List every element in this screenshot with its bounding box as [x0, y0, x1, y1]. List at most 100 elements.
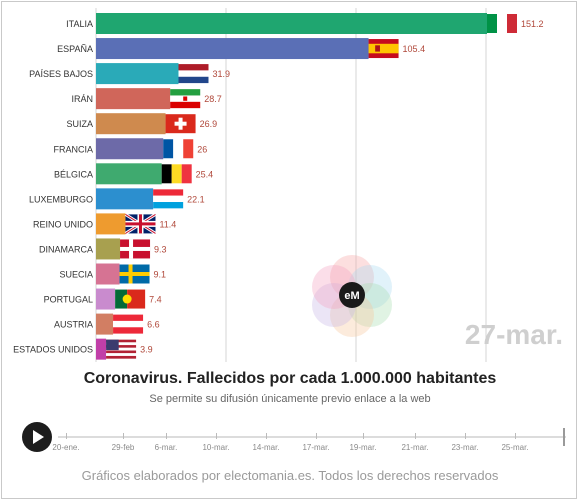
flag-part — [171, 164, 182, 184]
flag-part — [153, 195, 184, 203]
flag-part — [106, 342, 137, 346]
category-label: LUXEMBURGO — [29, 194, 93, 204]
play-button[interactable] — [22, 422, 52, 452]
flag-part — [183, 96, 188, 101]
bar — [96, 138, 164, 160]
logo-petal — [330, 255, 374, 299]
timeline-tick — [316, 433, 317, 439]
timeline-tick — [465, 433, 466, 439]
flag-part — [178, 70, 209, 77]
flag-part — [368, 43, 399, 54]
flag-part — [178, 117, 183, 130]
value-label: 7.4 — [149, 295, 162, 305]
flag-part — [170, 89, 201, 96]
bar — [96, 13, 487, 34]
category-label: SUIZA — [66, 119, 93, 129]
value-label: 26.9 — [200, 119, 218, 129]
flag-part — [106, 350, 137, 354]
flag-part — [170, 101, 201, 109]
category-label: DINAMARCA — [39, 244, 93, 254]
bar-group: AUSTRIA 6.6 — [54, 313, 160, 335]
flag-part — [120, 246, 151, 251]
bar-chart: eM 27-mar. ITALIA 151.2 ESPAÑA 105.4 PAÍSES … — [13, 8, 563, 362]
value-label: 22.1 — [187, 194, 205, 204]
value-label: 9.1 — [154, 270, 167, 280]
bar-group: REINO UNIDO 11.4 — [33, 213, 176, 235]
united-states-flag-icon — [106, 339, 137, 359]
category-label: SUECIA — [59, 270, 93, 280]
logo-petal — [330, 293, 374, 337]
date-label: 27-mar. — [465, 319, 563, 350]
flag-part — [106, 339, 137, 343]
category-label: FRANCIA — [53, 144, 93, 154]
flag-part — [178, 76, 209, 84]
austria-flag-icon — [113, 314, 144, 334]
bar-group: ITALIA 151.2 — [66, 13, 544, 34]
timeline-tick — [166, 433, 167, 439]
value-label: 26 — [197, 144, 207, 154]
bar-group: PAÍSES BAJOS 31.9 — [29, 63, 230, 85]
flag-part — [161, 164, 172, 184]
logo-text: eM — [344, 290, 359, 302]
chart-subtitle: Se permite su difusión únicamente previo… — [149, 393, 431, 405]
timeline-label: 25-mar. — [501, 443, 529, 452]
flag-part — [106, 345, 137, 348]
flag-part — [507, 14, 517, 33]
timeline-tick — [216, 433, 217, 439]
bar — [96, 263, 120, 285]
united-kingdom-flag-icon — [124, 213, 157, 235]
value-label: 28.7 — [204, 94, 222, 104]
category-label: AUSTRIA — [54, 320, 93, 330]
bar — [96, 313, 114, 335]
bar — [96, 213, 126, 235]
bar — [96, 238, 121, 260]
sweden-flag-icon — [119, 264, 150, 284]
timeline-label: 6-mar. — [154, 443, 178, 452]
spain-flag-icon — [368, 39, 399, 59]
france-flag-icon — [163, 139, 194, 159]
value-label: 11.4 — [159, 219, 176, 229]
bar-group: BÉLGICA 25.4 — [54, 163, 214, 185]
flag-part — [183, 139, 194, 159]
bar-group: SUIZA 26.9 — [66, 113, 218, 135]
logo-center — [339, 282, 365, 308]
bars: ITALIA 151.2 ESPAÑA 105.4 PAÍSES BAJOS 31.9 IR… — [13, 13, 544, 360]
bar — [96, 113, 166, 135]
value-label: 151.2 — [521, 19, 544, 29]
category-label: PAÍSES BAJOS — [29, 69, 93, 79]
flag-part — [113, 314, 144, 321]
timeline-tick — [66, 433, 67, 439]
timeline-label: 29-feb — [111, 443, 135, 452]
timeline-tick — [363, 433, 364, 439]
timeline-track[interactable] — [58, 436, 566, 438]
category-label: IRÁN — [71, 94, 93, 104]
bar — [96, 38, 369, 60]
flag-part — [181, 164, 192, 184]
bar — [96, 88, 171, 110]
category-label: ESTADOS UNIDOS — [13, 345, 93, 355]
belgium-flag-icon — [161, 164, 192, 184]
flag-part — [106, 355, 137, 359]
value-label: 25.4 — [196, 169, 214, 179]
denmark-flag-icon — [120, 239, 151, 259]
flag-part — [106, 339, 119, 351]
timeline-label: 20-ene. — [52, 443, 80, 452]
flag-part — [125, 222, 156, 226]
value-label: 31.9 — [212, 69, 230, 79]
flag-part — [113, 320, 144, 328]
bar — [96, 338, 107, 360]
flag-part — [497, 14, 507, 33]
footer-credit: Gráficos elaborados por electomania.es. … — [81, 468, 499, 483]
timeline-label: 23-mar. — [451, 443, 479, 452]
luxembourg-flag-icon — [153, 189, 184, 209]
category-label: PORTUGAL — [44, 295, 93, 305]
portugal-flag-icon — [115, 289, 146, 309]
category-label: REINO UNIDO — [33, 219, 93, 229]
timeline-tick — [415, 433, 416, 439]
flag-part — [113, 327, 144, 334]
bar-group: LUXEMBURGO 22.1 — [29, 188, 205, 210]
timeline-tick — [266, 433, 267, 439]
bar-group: DINAMARCA 9.3 — [39, 238, 167, 260]
timeline-handle[interactable] — [563, 428, 565, 446]
